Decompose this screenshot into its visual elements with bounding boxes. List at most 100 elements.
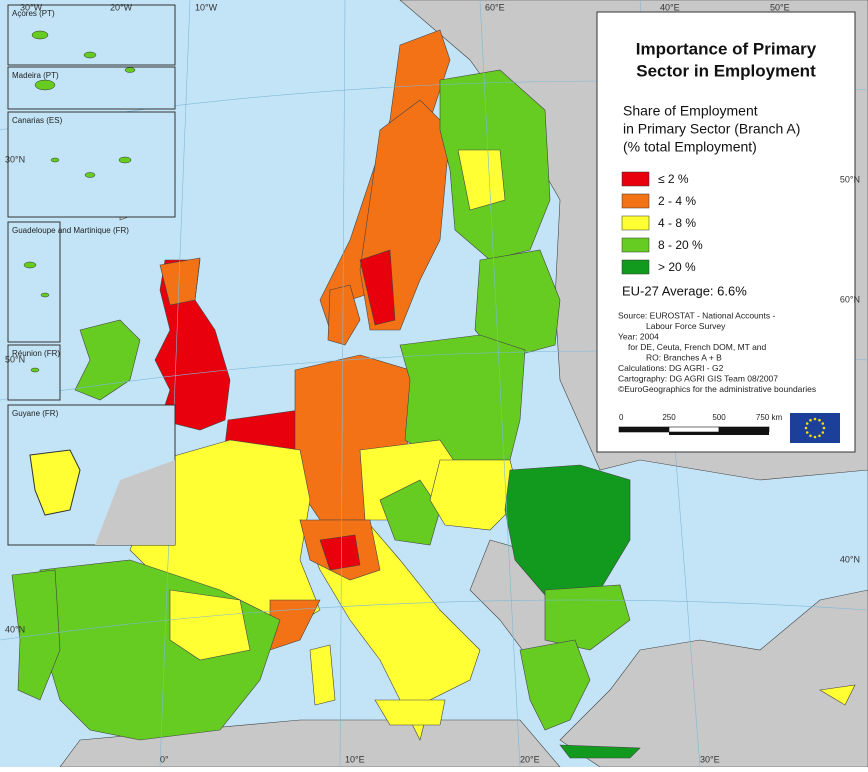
island: [118, 156, 132, 164]
eu-star: [805, 422, 809, 425]
region: [544, 584, 631, 651]
island: [34, 79, 56, 91]
region: [474, 249, 561, 361]
inset-box: [7, 221, 61, 343]
region: [374, 699, 446, 726]
legend-box: [596, 11, 856, 453]
graticule-label: 10°E: [345, 754, 365, 764]
map-title: Importance of Primary: [636, 39, 817, 58]
graticule-label: 40°N: [5, 624, 25, 634]
inset-box: [7, 66, 176, 110]
inset-box: [7, 344, 61, 401]
legend-swatch: [621, 237, 650, 253]
island: [84, 172, 96, 178]
legend-label: 4 - 8 %: [658, 216, 696, 230]
island: [30, 367, 40, 373]
inset-label: Açores (PT): [12, 9, 55, 18]
graticule-label: 20°E: [520, 754, 540, 764]
source-line: for DE, Ceuta, French DOM, MT and: [628, 342, 767, 352]
graticule-label: 20°W: [110, 2, 133, 12]
source-line: Source: EUROSTAT - National Accounts -: [618, 310, 775, 320]
eu-star: [805, 431, 809, 434]
eu-star: [813, 417, 817, 421]
graticule-label: 10°W: [195, 2, 218, 12]
source-line: Labour Force Survey: [646, 321, 726, 331]
inset-label: Guyane (FR): [12, 409, 59, 418]
legend-label: ≤ 2 %: [658, 172, 689, 186]
region: [519, 639, 591, 731]
legend-title: (% total Employment): [623, 139, 757, 155]
legend-swatch: [621, 193, 650, 209]
island: [124, 67, 136, 73]
source-line: ©EuroGeographics for the administrative …: [618, 384, 816, 394]
eu-flag: [790, 413, 840, 443]
eu-star: [804, 426, 808, 430]
graticule-label: 50°N: [840, 174, 860, 184]
graticule-label: 40°E: [660, 2, 680, 12]
island: [83, 51, 97, 59]
inset-label: Guadeloupe and Martinique (FR): [12, 226, 129, 235]
island: [23, 261, 37, 269]
map-title: Sector in Employment: [636, 61, 816, 80]
inset-label: Canarias (ES): [12, 116, 63, 125]
legend-title: Share of Employment: [623, 103, 758, 119]
source-line: Calculations: DG AGRI - G2: [618, 363, 724, 373]
scale-label: 250: [662, 413, 676, 422]
graticule-label: 50°E: [770, 2, 790, 12]
graticule-label: 30°W: [20, 2, 43, 12]
region: [559, 744, 641, 759]
source-line: Year: 2004: [618, 331, 659, 341]
island: [50, 157, 60, 163]
region: [429, 459, 521, 531]
guyane: [29, 449, 81, 516]
inset-box: [7, 111, 176, 218]
average: EU-27 Average: 6.6%: [622, 283, 747, 298]
region: [319, 534, 361, 571]
region: [359, 249, 396, 326]
graticule-label: 30°N: [5, 154, 25, 164]
region: [159, 257, 201, 306]
scale-label: 500: [712, 413, 726, 422]
scale-segment: [669, 432, 769, 435]
inset-label: Réunion (FR): [12, 349, 60, 358]
inset-label: Madeira (PT): [12, 71, 59, 80]
region: [457, 149, 506, 211]
eu-star: [821, 422, 825, 425]
scale-segment: [618, 426, 670, 433]
region: [327, 284, 361, 346]
eu-star: [818, 418, 821, 422]
eu-star: [809, 434, 812, 438]
island: [31, 30, 49, 40]
insets: Açores (PT) Madeira (PT) Canarias (ES) Guad…: [7, 4, 176, 546]
scale-label: 0: [619, 413, 624, 422]
legend-swatch: [621, 171, 650, 187]
graticule-label: 60°E: [485, 2, 505, 12]
island: [40, 292, 50, 298]
region: [309, 644, 336, 706]
eu-star: [822, 426, 826, 430]
graticule-label: 40°N: [840, 554, 860, 564]
inset-land: [95, 460, 175, 545]
scale-segment: [668, 426, 720, 433]
scale-label: 750 km: [756, 413, 783, 422]
legend-swatch: [621, 259, 650, 275]
region: [74, 319, 141, 401]
eu-star: [818, 434, 821, 438]
eu-star: [809, 418, 812, 422]
region: [169, 589, 251, 661]
legend: Importance of Primary Sector in Employmen…: [596, 11, 856, 453]
legend-label: 2 - 4 %: [658, 194, 696, 208]
legend-label: > 20 %: [658, 260, 696, 274]
graticule-label: 50°N: [5, 354, 25, 364]
graticule-label: 0°: [160, 754, 169, 764]
eu-star: [813, 435, 817, 439]
region: [379, 479, 441, 546]
legend-title: in Primary Sector (Branch A): [623, 121, 800, 137]
source-line: Cartography: DG AGRI GIS Team 08/2007: [618, 373, 778, 383]
source-line: RO: Branches A + B: [646, 352, 722, 362]
eu-star: [821, 431, 825, 434]
legend-label: 8 - 20 %: [658, 238, 703, 252]
scale-segment: [718, 426, 770, 433]
